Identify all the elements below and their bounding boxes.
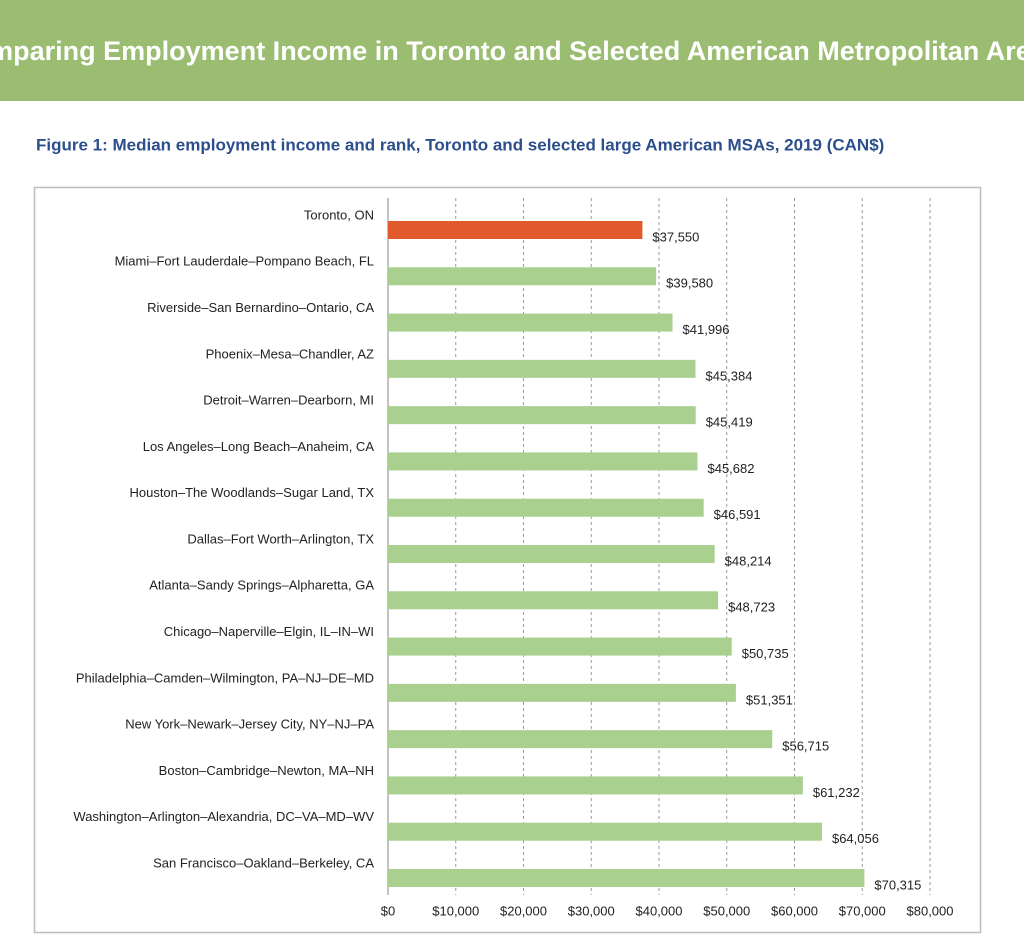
category-label: Washington–Arlington–Alexandria, DC–VA–M… [73, 809, 374, 824]
value-label: $51,351 [746, 692, 793, 707]
bar [388, 359, 696, 378]
value-label: $56,715 [782, 739, 829, 754]
category-label: Detroit–Warren–Dearborn, MI [203, 393, 374, 408]
x-tick-label: $30,000 [568, 903, 615, 918]
value-label: $45,682 [707, 461, 754, 476]
category-label: Riverside–San Bernardino–Ontario, CA [147, 300, 374, 315]
category-label: Toronto, ON [304, 207, 374, 222]
bar [388, 313, 673, 332]
category-label: New York–Newark–Jersey City, NY–NJ–PA [125, 717, 374, 732]
bar [388, 822, 822, 841]
x-tick-label: $70,000 [839, 903, 886, 918]
chart-subtitle: Figure 1: Median employment income and r… [36, 135, 884, 154]
value-label: $41,996 [683, 322, 730, 337]
value-label: $48,214 [725, 553, 772, 568]
category-label: Phoenix–Mesa–Chandler, AZ [206, 346, 374, 361]
value-label: $64,056 [832, 831, 879, 846]
bar [388, 406, 696, 425]
bar [388, 267, 657, 286]
bar [388, 637, 732, 656]
bar [388, 545, 715, 563]
category-label: San Francisco–Oakland–Berkeley, CA [153, 855, 374, 870]
x-tick-label: $50,000 [703, 903, 750, 918]
category-label: Houston–The Woodlands–Sugar Land, TX [129, 485, 374, 500]
value-label: $48,723 [728, 600, 775, 615]
category-label: Miami–Fort Lauderdale–Pompano Beach, FL [115, 254, 374, 269]
value-label: $45,384 [705, 368, 752, 383]
category-label: Dallas–Fort Worth–Arlington, TX [187, 531, 374, 546]
value-label: $39,580 [666, 276, 713, 291]
bar [388, 221, 643, 239]
bar [388, 452, 698, 471]
value-label: $61,232 [813, 785, 860, 800]
x-tick-label: $60,000 [771, 903, 818, 918]
category-label: Chicago–Naperville–Elgin, IL–IN–WI [164, 624, 374, 639]
value-label: $70,315 [874, 877, 921, 892]
x-tick-label: $0 [381, 903, 395, 918]
bar [388, 869, 865, 887]
value-label: $45,419 [706, 415, 753, 430]
bar [388, 683, 736, 702]
bar [388, 730, 773, 749]
value-label: $50,735 [742, 646, 789, 661]
bar [388, 776, 803, 795]
value-label: $37,550 [652, 229, 699, 244]
chart-title: Comparing Employment Income in Toronto a… [0, 36, 1024, 66]
chart-frame [33, 186, 982, 934]
x-tick-label: $20,000 [500, 903, 547, 918]
x-tick-label: $10,000 [432, 903, 479, 918]
category-label: Los Angeles–Long Beach–Anaheim, CA [143, 439, 375, 454]
category-label: Boston–Cambridge–Newton, MA–NH [159, 763, 374, 778]
header-band [0, 0, 1024, 101]
category-label: Philadelphia–Camden–Wilmington, PA–NJ–DE… [76, 670, 374, 685]
x-tick-label: $80,000 [907, 903, 954, 918]
bar [388, 591, 719, 610]
bar [388, 498, 704, 517]
value-label: $46,591 [714, 507, 761, 522]
x-tick-label: $40,000 [636, 903, 683, 918]
category-label: Atlanta–Sandy Springs–Alpharetta, GA [149, 578, 374, 593]
